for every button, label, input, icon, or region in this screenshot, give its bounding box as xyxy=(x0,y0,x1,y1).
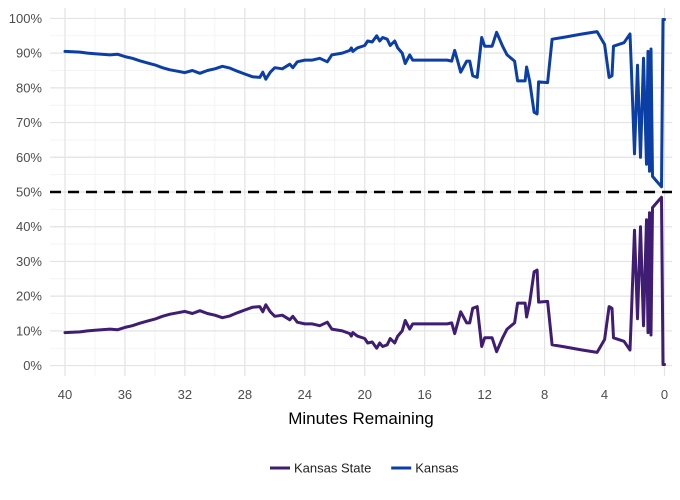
series-group xyxy=(63,18,666,366)
y-tick-label: 40% xyxy=(16,219,42,234)
x-tick-label: 8 xyxy=(541,387,548,402)
legend: Kansas State Kansas xyxy=(270,461,459,476)
y-tick-label: 70% xyxy=(16,115,42,130)
series-line-kansas xyxy=(63,18,666,189)
y-tick-label: 10% xyxy=(16,323,42,338)
y-tick-label: 60% xyxy=(16,150,42,165)
x-tick-label: 4 xyxy=(601,387,608,402)
legend-label: Kansas xyxy=(415,461,459,476)
x-tick-label: 12 xyxy=(477,387,491,402)
y-tick-label: 50% xyxy=(16,185,42,200)
x-tick-label: 32 xyxy=(178,387,192,402)
x-tick-label: 24 xyxy=(298,387,312,402)
y-tick-label: 90% xyxy=(16,46,42,61)
x-tick-label: 40 xyxy=(58,387,72,402)
y-axis-ticks: 0% 10% 20% 30% 40% 50% 60% 70% 80% 90% 100% xyxy=(9,11,43,373)
y-tick-label: 30% xyxy=(16,254,42,269)
x-axis-ticks: 40 36 32 28 24 20 16 12 8 4 0 xyxy=(58,387,668,402)
series-line-kansas-state xyxy=(63,195,666,366)
y-tick-label: 100% xyxy=(9,11,43,26)
x-tick-label: 20 xyxy=(358,387,372,402)
x-tick-label: 28 xyxy=(238,387,252,402)
y-tick-label: 20% xyxy=(16,289,42,304)
y-tick-label: 80% xyxy=(16,80,42,95)
x-tick-label: 16 xyxy=(417,387,431,402)
x-tick-label: 36 xyxy=(118,387,132,402)
x-tick-label: 0 xyxy=(661,387,668,402)
legend-label: Kansas State xyxy=(294,461,371,476)
y-tick-label: 0% xyxy=(23,358,42,373)
x-axis-title: Minutes Remaining xyxy=(288,409,434,428)
